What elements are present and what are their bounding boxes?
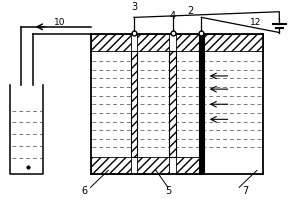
Text: 2: 2 xyxy=(187,6,193,16)
Bar xyxy=(176,34,263,51)
Text: 7: 7 xyxy=(242,186,248,196)
Text: 4: 4 xyxy=(169,11,176,21)
Bar xyxy=(199,34,204,174)
Bar xyxy=(131,51,137,157)
Bar xyxy=(169,51,176,157)
Text: 6: 6 xyxy=(82,186,88,196)
Text: 10: 10 xyxy=(54,18,65,27)
Bar xyxy=(137,34,169,51)
Bar xyxy=(91,157,131,174)
Text: 3: 3 xyxy=(131,2,137,12)
Text: 12: 12 xyxy=(250,18,261,27)
Bar xyxy=(137,157,169,174)
Bar xyxy=(176,157,199,174)
Bar xyxy=(91,34,131,51)
Text: 5: 5 xyxy=(165,186,171,196)
